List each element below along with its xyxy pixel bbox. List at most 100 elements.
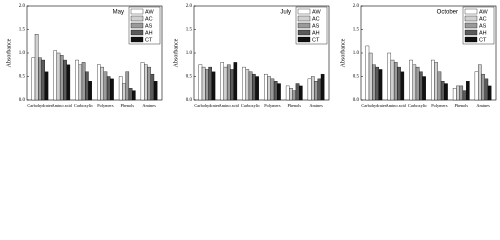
x-tick-label: Polymers (264, 103, 281, 108)
y-tick-label: 1.0 (186, 51, 193, 56)
bar (372, 64, 376, 101)
bar (409, 59, 413, 101)
y-tick-label: 1.5 (353, 28, 360, 33)
legend-swatch (130, 36, 144, 43)
bar (452, 88, 457, 101)
legend-swatch (297, 22, 311, 29)
bar (103, 71, 108, 101)
bar (390, 59, 395, 101)
bar (298, 85, 303, 101)
bar (85, 71, 89, 101)
legend-swatch (130, 29, 144, 36)
x-tick-label: Amino acid (219, 103, 240, 108)
bar (31, 57, 36, 101)
bar (211, 71, 216, 101)
legend-label: AS (479, 23, 487, 29)
bar (422, 76, 426, 101)
y-tick-label: 2.0 (186, 4, 193, 9)
bar (100, 66, 104, 101)
legend-label: AW (312, 9, 321, 15)
bar (462, 90, 467, 101)
bar (66, 64, 71, 101)
legend-label: CT (312, 37, 320, 43)
bar (273, 81, 278, 101)
bar (378, 69, 383, 101)
x-tick-label: Carbohydrates (194, 103, 219, 108)
x-tick-label: Carboxylic (408, 103, 427, 108)
bar (285, 85, 290, 101)
x-tick-label: Amines (309, 103, 323, 108)
legend-label: CT (145, 37, 153, 43)
legend-label: AC (145, 16, 153, 22)
bar (38, 57, 42, 101)
bar (88, 81, 92, 101)
bar (106, 76, 111, 101)
bar (226, 64, 231, 101)
bar (81, 62, 86, 101)
bar (320, 73, 325, 101)
x-tick-label: Carbohydrates (361, 103, 386, 108)
legend-label: AC (312, 16, 320, 22)
x-tick-label: Phenols (120, 103, 134, 108)
bar (465, 81, 470, 101)
x-tick-label: Polymers (97, 103, 114, 108)
bar (63, 59, 67, 101)
bar (459, 85, 464, 101)
x-tick-label: Phenols (287, 103, 301, 108)
y-tick-label: 0.5 (19, 75, 26, 80)
bar (481, 73, 485, 101)
bar (440, 81, 445, 101)
bar (375, 66, 380, 101)
y-tick-label: 1.0 (19, 51, 26, 56)
bar (122, 83, 126, 101)
y-tick-label: 1.5 (19, 28, 26, 33)
bar (252, 73, 256, 101)
bar (317, 78, 322, 101)
bar (277, 83, 281, 101)
bar (59, 55, 64, 101)
x-tick-label: Carboxylic (74, 103, 93, 108)
bar (437, 71, 442, 101)
legend-swatch (464, 15, 478, 22)
y-tick-label: 0.5 (186, 75, 193, 80)
bar (220, 62, 225, 101)
legend-label: CT (479, 37, 487, 43)
bar (128, 88, 133, 101)
bar (295, 83, 300, 101)
bar (34, 34, 39, 101)
legend-swatch (297, 36, 311, 43)
x-tick-label: Amines (476, 103, 490, 108)
bar (292, 90, 297, 101)
bar (474, 71, 479, 101)
bar (434, 62, 438, 101)
bar (289, 88, 293, 101)
legend-swatch (464, 22, 478, 29)
bar (477, 64, 482, 101)
bar (208, 66, 213, 101)
legend-swatch (464, 29, 478, 36)
bar (56, 52, 61, 101)
legend-label: AH (312, 30, 320, 36)
y-tick-label: 2.0 (19, 4, 26, 9)
legend-swatch (130, 8, 144, 15)
bar (245, 69, 250, 101)
bar (264, 73, 268, 101)
bar (223, 66, 228, 101)
bar (307, 78, 312, 101)
x-tick-label: Carbohydrates (27, 103, 52, 108)
legend-label: AS (145, 23, 153, 29)
bar (125, 71, 130, 101)
x-tick-label: Polymers (431, 103, 448, 108)
bar (78, 64, 83, 101)
y-axis-label: Absorbance (340, 38, 346, 67)
bar (41, 59, 46, 101)
bar (147, 66, 151, 101)
bar (150, 73, 155, 101)
bar (270, 78, 275, 101)
legend-label: AH (479, 30, 487, 36)
bar (314, 81, 318, 101)
x-tick-label: Phenols (454, 103, 468, 108)
